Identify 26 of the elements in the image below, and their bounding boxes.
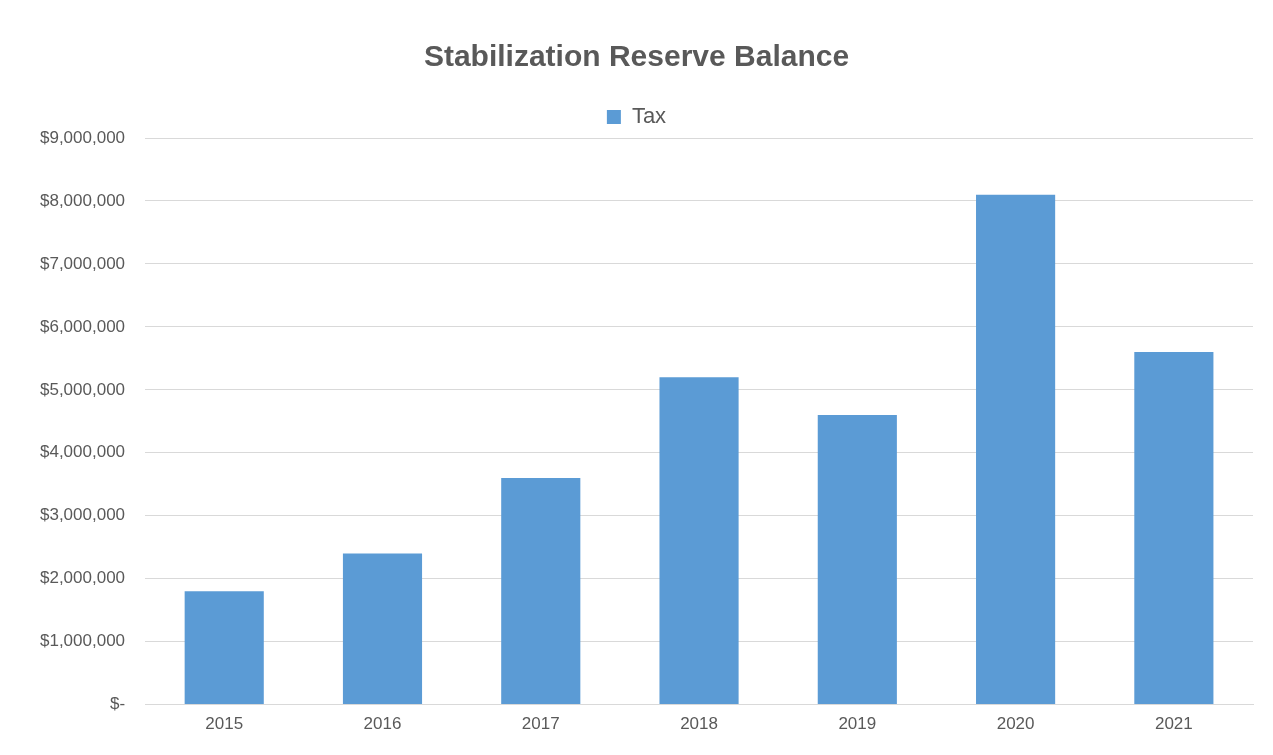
bar <box>659 377 739 705</box>
chart-title: Stabilization Reserve Balance <box>423 39 850 73</box>
y-tick-label: $5,000,000 <box>39 379 126 399</box>
bar <box>501 477 581 705</box>
y-tick-label: $8,000,000 <box>39 190 126 210</box>
y-tick-label: $9,000,000 <box>39 127 126 147</box>
x-tick-label: 2018 <box>680 714 718 734</box>
y-tick-label: $3,000,000 <box>39 505 126 525</box>
legend-label: Tax <box>631 103 667 129</box>
bar <box>184 591 264 705</box>
bar <box>976 194 1056 705</box>
x-tick-label: 2016 <box>363 714 402 734</box>
y-tick-label: $- <box>109 694 126 714</box>
x-tick-label: 2015 <box>205 714 244 734</box>
y-tick-label: $6,000,000 <box>39 316 126 336</box>
bar <box>342 553 423 705</box>
x-tick-label: 2020 <box>996 714 1035 734</box>
y-tick-label: $4,000,000 <box>39 442 126 462</box>
x-tick-label: 2021 <box>1154 714 1193 734</box>
x-tick-label: 2017 <box>521 714 560 734</box>
y-tick-label: $1,000,000 <box>39 631 126 651</box>
x-tick-label: 2019 <box>838 714 877 734</box>
y-tick-label: $2,000,000 <box>39 568 126 588</box>
y-tick-label: $7,000,000 <box>39 253 126 273</box>
bar <box>1134 352 1214 705</box>
bar <box>817 415 897 705</box>
